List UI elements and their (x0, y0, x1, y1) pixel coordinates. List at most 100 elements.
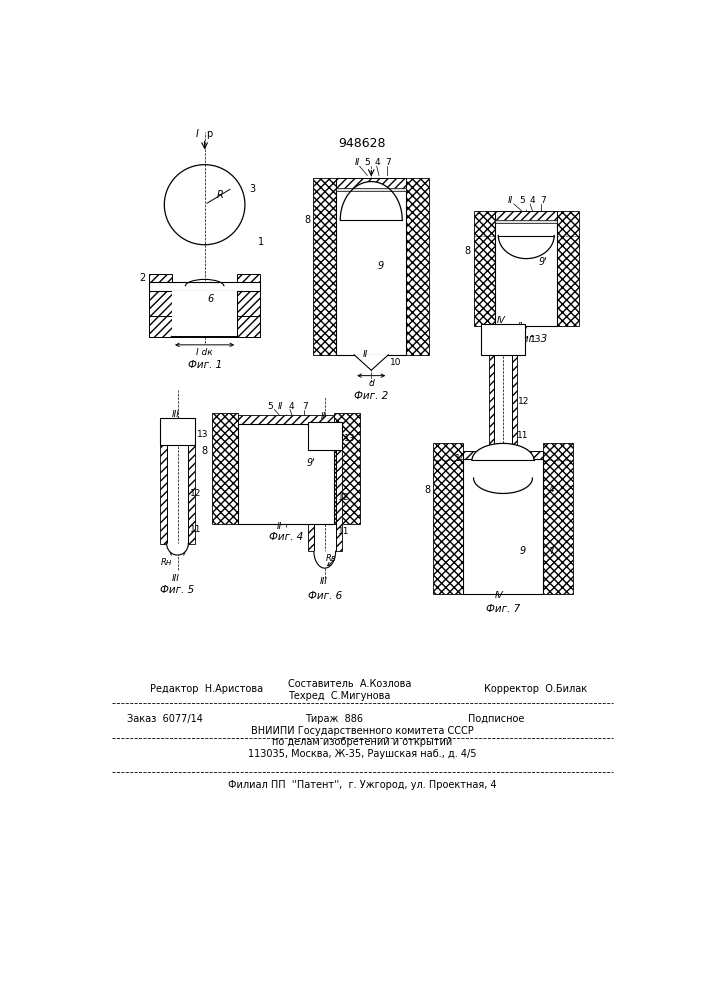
Text: 3: 3 (250, 184, 256, 194)
Bar (474, 211, 495, 326)
Text: ВНИИПИ Государственного комитета СССР: ВНИИПИ Государственного комитета СССР (250, 726, 473, 736)
Text: Подписное: Подписное (468, 714, 525, 724)
Text: IV: IV (495, 591, 503, 600)
Bar (433, 443, 462, 594)
Polygon shape (314, 551, 336, 568)
Text: р: р (206, 129, 212, 139)
Text: 12: 12 (338, 493, 349, 502)
Text: 4: 4 (375, 158, 380, 167)
Text: 5: 5 (365, 158, 370, 167)
Text: Фиг. 5: Фиг. 5 (160, 585, 194, 595)
Polygon shape (354, 355, 388, 370)
Polygon shape (498, 235, 554, 259)
Polygon shape (167, 544, 188, 555)
Text: 7: 7 (540, 196, 547, 205)
Bar (212, 413, 238, 524)
Bar (462, 459, 543, 594)
Bar (308, 422, 341, 450)
Text: Фиг. 7: Фиг. 7 (486, 604, 520, 614)
Text: Фиг. 3: Фиг. 3 (513, 334, 547, 344)
Text: II: II (363, 350, 368, 359)
Text: 9': 9' (306, 458, 315, 468)
Text: 8: 8 (305, 215, 311, 225)
Text: III: III (172, 410, 180, 419)
Text: I: I (197, 129, 199, 139)
Text: I dк: I dк (197, 348, 213, 357)
Bar (557, 211, 579, 326)
Text: Корректор  О.Билак: Корректор О.Билак (484, 684, 587, 694)
Polygon shape (340, 182, 402, 220)
Bar (462, 451, 543, 463)
Text: II: II (355, 158, 360, 167)
Text: 5: 5 (268, 402, 274, 411)
Text: 7: 7 (548, 547, 554, 556)
Text: 13: 13 (197, 430, 208, 439)
Text: 5: 5 (520, 196, 525, 205)
Text: 7: 7 (385, 158, 391, 167)
Text: Фиг. 4: Фиг. 4 (269, 532, 303, 542)
Text: 8: 8 (464, 246, 470, 256)
Bar (512, 355, 517, 451)
Bar (238, 415, 334, 424)
Bar (238, 424, 334, 524)
Bar (337, 188, 406, 191)
Text: Rн: Rн (161, 558, 173, 567)
Bar (160, 445, 167, 544)
Text: 10: 10 (390, 358, 402, 367)
Bar (334, 413, 360, 524)
Text: Заказ  6077/14: Заказ 6077/14 (127, 714, 203, 724)
Text: Фиг. 1: Фиг. 1 (187, 360, 222, 370)
Text: Rв: Rв (326, 554, 337, 563)
Text: Фиг. 2: Фиг. 2 (354, 391, 388, 401)
Text: 11: 11 (338, 527, 349, 536)
Bar (149, 316, 260, 337)
Text: по делам изобретений и открытий: по делам изобретений и открытий (271, 737, 452, 747)
Text: II: II (278, 402, 284, 411)
Text: 11: 11 (518, 431, 529, 440)
Text: Редактор  Н.Аристова: Редактор Н.Аристова (151, 684, 264, 694)
Bar (308, 450, 314, 551)
Text: II: II (508, 196, 513, 205)
Text: 12: 12 (518, 397, 529, 406)
Text: IV: IV (497, 316, 506, 325)
Bar (160, 418, 194, 445)
Bar (337, 189, 406, 355)
Text: II: II (277, 522, 282, 531)
Bar (149, 274, 172, 337)
Text: 13: 13 (530, 335, 542, 344)
Bar (188, 445, 194, 544)
Bar (495, 211, 557, 222)
Polygon shape (472, 443, 534, 460)
Polygon shape (474, 478, 532, 493)
Bar (495, 222, 557, 326)
Text: 7: 7 (303, 402, 308, 411)
Text: R: R (217, 190, 223, 200)
Text: 4: 4 (548, 485, 554, 494)
Text: d: d (368, 379, 374, 388)
Bar (337, 178, 406, 189)
Text: Тираж  886: Тираж 886 (305, 714, 363, 724)
Text: 948628: 948628 (338, 137, 386, 150)
Text: 8: 8 (424, 485, 430, 495)
Text: 2: 2 (139, 273, 146, 283)
Text: II: II (518, 322, 522, 331)
Text: 113035, Москва, Ж-35, Раушская наб., д. 4/5: 113035, Москва, Ж-35, Раушская наб., д. … (247, 749, 477, 759)
Text: 4: 4 (530, 196, 535, 205)
Bar (406, 178, 429, 355)
Bar (336, 450, 341, 551)
Text: 4: 4 (288, 402, 294, 411)
Text: Техред  С.Мигунова: Техред С.Мигунова (288, 691, 391, 701)
Bar (313, 178, 337, 355)
Bar (495, 220, 557, 223)
Text: 11: 11 (190, 525, 202, 534)
Bar (237, 274, 260, 337)
Text: 9: 9 (519, 546, 525, 556)
Bar (489, 355, 494, 451)
Bar (481, 324, 525, 355)
Text: 1: 1 (258, 237, 264, 247)
Bar (172, 291, 237, 336)
Text: 13: 13 (344, 434, 356, 443)
Text: 6: 6 (208, 294, 214, 304)
Text: Фиг. 6: Фиг. 6 (308, 591, 342, 601)
Text: 9: 9 (378, 261, 384, 271)
